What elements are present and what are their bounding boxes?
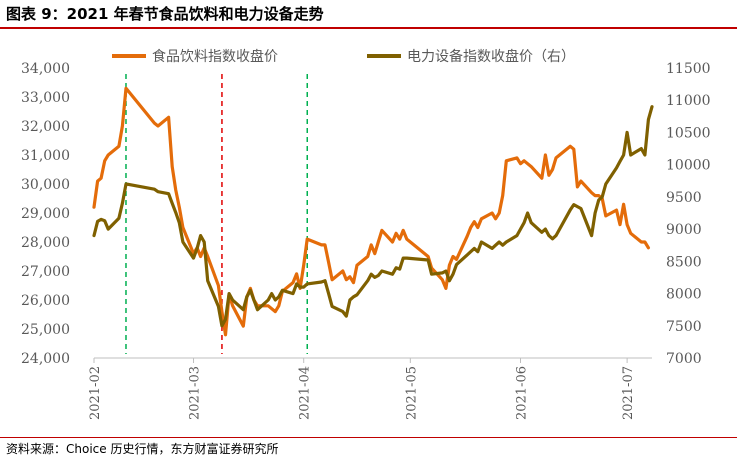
- y-right-tick-label: 8000: [666, 287, 702, 303]
- y-right-tick-label: 8500: [666, 254, 702, 270]
- x-tick-label: 2021-04: [298, 366, 313, 420]
- x-tick-label: 2021-02: [88, 366, 103, 420]
- y-right-tick-label: 10500: [666, 125, 711, 141]
- y-left-tick-label: 28,000: [21, 235, 70, 251]
- y-left-tick-label: 31,000: [21, 148, 70, 164]
- source-rule: [0, 437, 737, 438]
- event-markers: [125, 74, 308, 354]
- line-chart: 24,000 25,000 26,000 27,000 28,000 29,000 30,0…: [21, 48, 711, 420]
- y-left-tick-label: 34,000: [21, 61, 70, 77]
- x-tick-label: 2021-05: [404, 366, 419, 420]
- source-note: 资料来源：Choice 历史行情，东方财富证券研究所: [6, 442, 279, 456]
- y-right-tick-label: 11500: [666, 61, 711, 77]
- y-left-tick-label: 27,000: [21, 264, 70, 280]
- series-lines: [92, 86, 654, 337]
- chart-legend: 食品饮料指数收盘价 电力设备指数收盘价（右）: [112, 48, 575, 65]
- y-left-tick-label: 32,000: [21, 119, 70, 135]
- legend-label: 食品饮料指数收盘价: [152, 48, 278, 65]
- y-right-tick-label: 7500: [666, 319, 702, 335]
- y-left-tick-label: 26,000: [21, 293, 70, 309]
- y-right-tick-label: 10000: [666, 158, 711, 174]
- chart-title: 图表 9：2021 年春节食品饮料和电力设备走势: [6, 5, 324, 23]
- y-right-tick-label: 11000: [666, 93, 711, 109]
- y-left-tick-label: 24,000: [21, 351, 70, 367]
- y-left-tick-label: 25,000: [21, 322, 70, 338]
- y-right-tick-label: 7000: [666, 351, 702, 367]
- title-rule: [0, 27, 737, 29]
- chart-axes: 24,000 25,000 26,000 27,000 28,000 29,000 30,0…: [21, 61, 711, 420]
- x-tick-label: 2021-07: [621, 366, 636, 420]
- x-tick-label: 2021-03: [188, 366, 203, 420]
- y-left-tick-label: 33,000: [21, 90, 70, 106]
- y-left-tick-label: 29,000: [21, 206, 70, 222]
- y-right-tick-label: 9500: [666, 190, 702, 206]
- legend-label: 电力设备指数收盘价（右）: [407, 48, 575, 65]
- x-tick-label: 2021-06: [514, 366, 529, 420]
- y-right-tick-label: 9000: [666, 222, 702, 238]
- power-equipment-series-line: [92, 105, 654, 328]
- food-beverage-series-line: [92, 86, 651, 337]
- y-left-tick-label: 30,000: [21, 177, 70, 193]
